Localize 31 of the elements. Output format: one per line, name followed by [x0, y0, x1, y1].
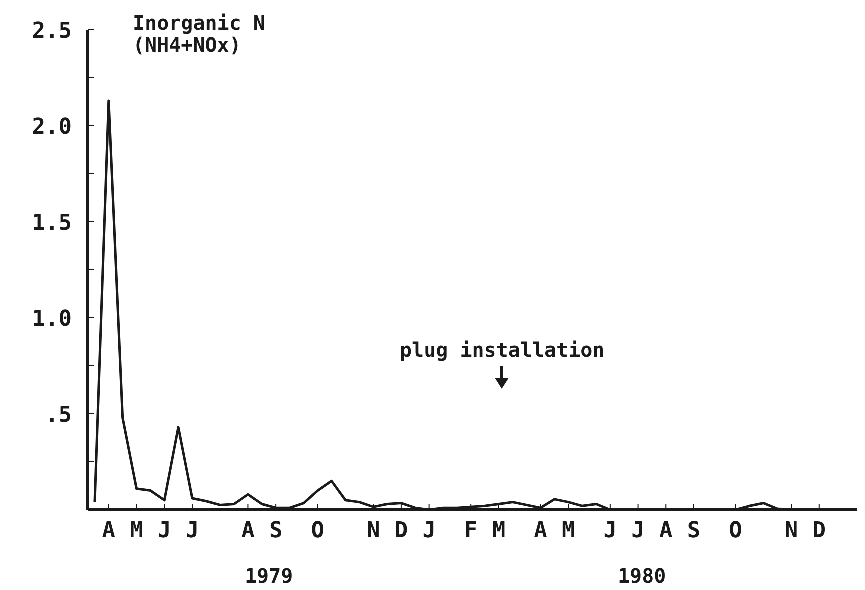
x-tick-label: O [311, 518, 324, 544]
chart-title: Inorganic N [133, 11, 266, 35]
x-tick-label: M [562, 518, 576, 544]
x-tick-label: J [632, 518, 645, 544]
x-tick-label: M [492, 518, 506, 544]
x-tick-label: A [660, 518, 673, 544]
chart-subtitle: (NH4+NOx) [133, 33, 242, 57]
x-tick-label: A [534, 518, 548, 544]
x-tick-label: J [158, 518, 172, 544]
x-tick-label: A [102, 518, 116, 544]
x-tick-label: S [687, 518, 701, 544]
x-tick-label: M [130, 518, 144, 544]
x-tick-label: J [604, 518, 618, 544]
x-tick-label: J [422, 518, 436, 544]
x-tick-label: D [812, 518, 826, 544]
x-tick-label: S [269, 518, 283, 544]
x-tick-label: J [186, 518, 200, 544]
annotation: plug installation [400, 338, 605, 362]
y-tick-label: 2.0 [32, 114, 72, 140]
y-tick-label: .5 [46, 402, 72, 428]
x-tick-label: D [394, 518, 408, 544]
text: 1980 [618, 564, 666, 588]
x-tick-label: N [784, 518, 798, 544]
text: 1979 [245, 564, 294, 588]
x-tick-label: N [366, 518, 380, 544]
y-tick-label: 1.0 [32, 306, 72, 332]
x-tick-label: F [464, 518, 478, 544]
x-tick-label: A [242, 518, 255, 544]
y-tick-label: 1.5 [32, 210, 72, 236]
x-tick-label: O [729, 518, 742, 544]
y-tick-label: 2.5 [32, 18, 72, 44]
